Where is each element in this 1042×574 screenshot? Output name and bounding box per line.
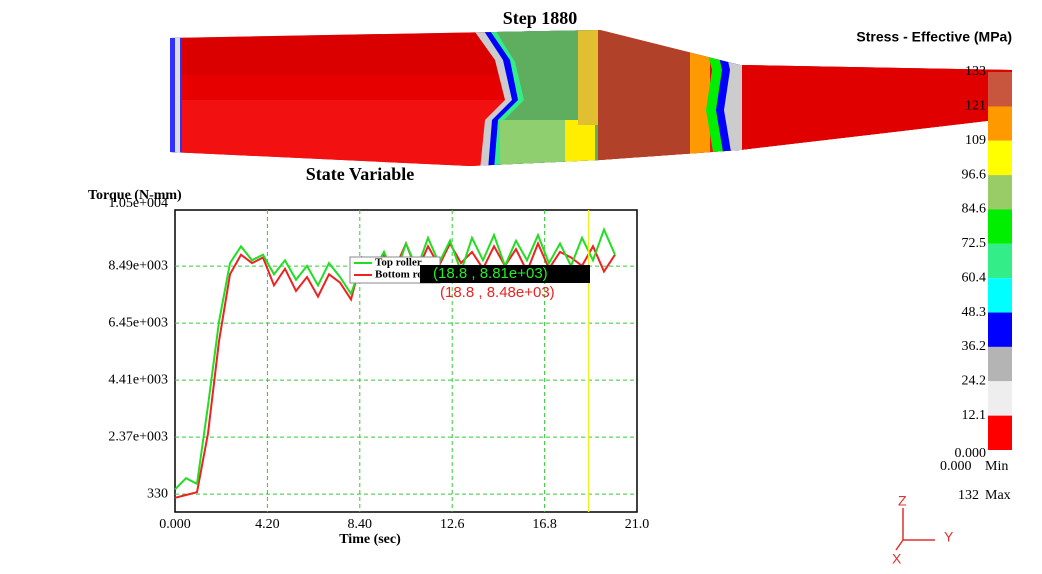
y-tick-label: 8.49e+003 <box>108 258 168 273</box>
legend-band <box>988 347 1012 381</box>
legend-level: 72.5 <box>962 236 987 251</box>
x-tick-label: 4.20 <box>255 517 280 532</box>
legend-level: 24.2 <box>962 373 987 388</box>
legend-band <box>988 381 1012 415</box>
x-axis-label: Time (sec) <box>339 532 401 547</box>
legend-level: 133 <box>965 64 986 79</box>
x-tick-label: 0.000 <box>159 517 191 532</box>
axes-triad: Z Y X <box>892 493 954 567</box>
legend-band <box>988 175 1012 209</box>
legend-level: 84.6 <box>962 202 987 217</box>
legend-band <box>988 278 1012 312</box>
chart-title: State Variable <box>306 164 415 184</box>
legend-band <box>988 106 1012 140</box>
legend-level: 60.4 <box>962 270 987 285</box>
legend-level: 36.2 <box>962 339 987 354</box>
step-title: Step 1880 <box>503 8 578 28</box>
contour-legend: 133 121 109 96.6 84.6 72.5 60.4 48.3 36.2 24.2 12.… <box>955 64 1013 461</box>
max-value: 132 <box>958 488 979 503</box>
plot: 330 2.37e+003 4.41e+003 6.45e+003 8.49e+003 1… <box>108 196 649 532</box>
legend-level: 96.6 <box>962 167 987 182</box>
legend-band <box>988 209 1012 243</box>
annotation: (18.8 , 8.81e+03) <box>433 265 548 282</box>
model-render <box>165 25 1017 170</box>
y-tick-label: 330 <box>147 486 168 501</box>
legend-level: 48.3 <box>962 305 987 320</box>
triad-label: Y <box>944 529 954 545</box>
y-tick-label: 2.37e+003 <box>108 429 168 444</box>
y-tick-label: 6.45e+003 <box>108 315 168 330</box>
legend-label: Top roller <box>375 257 422 269</box>
min-value: 0.000 <box>940 459 972 474</box>
y-tick-label: 4.41e+003 <box>108 372 168 387</box>
legend-level: 121 <box>965 99 986 114</box>
min-label: Min <box>985 459 1008 474</box>
x-tick-label: 12.6 <box>440 517 465 532</box>
legend-band <box>988 244 1012 278</box>
triad-label: Z <box>898 493 907 509</box>
y-tick-label: 1.05e+004 <box>108 196 168 211</box>
legend-band <box>988 72 1012 106</box>
triad-label: X <box>892 551 902 567</box>
legend-band <box>988 416 1012 450</box>
x-tick-label: 8.40 <box>348 517 373 532</box>
max-label: Max <box>985 488 1011 503</box>
legend-level: 109 <box>965 133 986 148</box>
screen: Step 1880 Stress - Effective (MPa) 133 12… <box>0 0 1042 574</box>
legend-band <box>988 141 1012 175</box>
x-tick-label: 16.8 <box>532 517 557 532</box>
x-tick-label: 21.0 <box>625 517 650 532</box>
page: { "header": {"title": "Step 1880"}, "con… <box>0 0 1042 574</box>
contour-legend-title: Stress - Effective (MPa) <box>856 29 1012 45</box>
triad-x <box>896 540 903 550</box>
annotation: (18.8 , 8.48e+03) <box>440 284 555 301</box>
legend-band <box>988 313 1012 347</box>
legend-level: 12.1 <box>962 408 987 423</box>
